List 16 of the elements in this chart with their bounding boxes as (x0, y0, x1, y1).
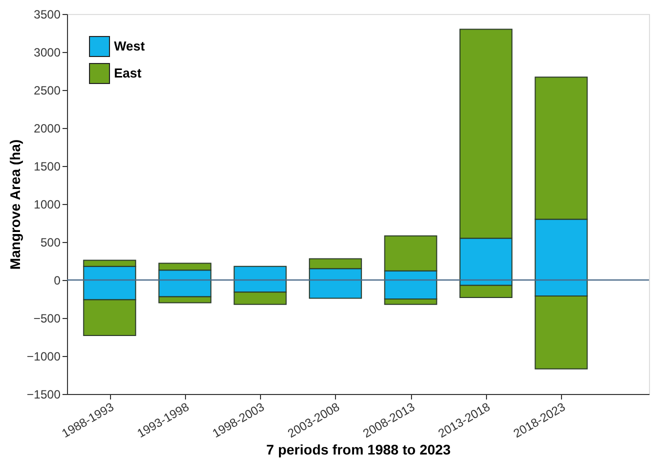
y-tick-label: 0 (54, 274, 61, 288)
y-tick-label: 1500 (34, 160, 61, 174)
y-axis-title: Mangrove Area (ha) (6, 139, 23, 270)
y-tick-label: 2000 (34, 122, 61, 136)
y-tick-label: −1000 (26, 350, 61, 364)
y-tick-label: 3500 (34, 8, 61, 22)
legend-label: East (114, 66, 142, 80)
y-tick-label: 2500 (34, 84, 61, 98)
y-tick-label: −500 (33, 312, 61, 326)
y-tick-label: 500 (40, 236, 61, 250)
x-axis-title: 7 periods from 1988 to 2023 (266, 442, 451, 458)
legend-label: West (114, 38, 146, 54)
y-tick-label: −1500 (26, 388, 61, 402)
bar (459, 284, 512, 298)
y-tick-label: 3000 (34, 46, 61, 60)
y-tick-label: 1000 (34, 198, 61, 212)
